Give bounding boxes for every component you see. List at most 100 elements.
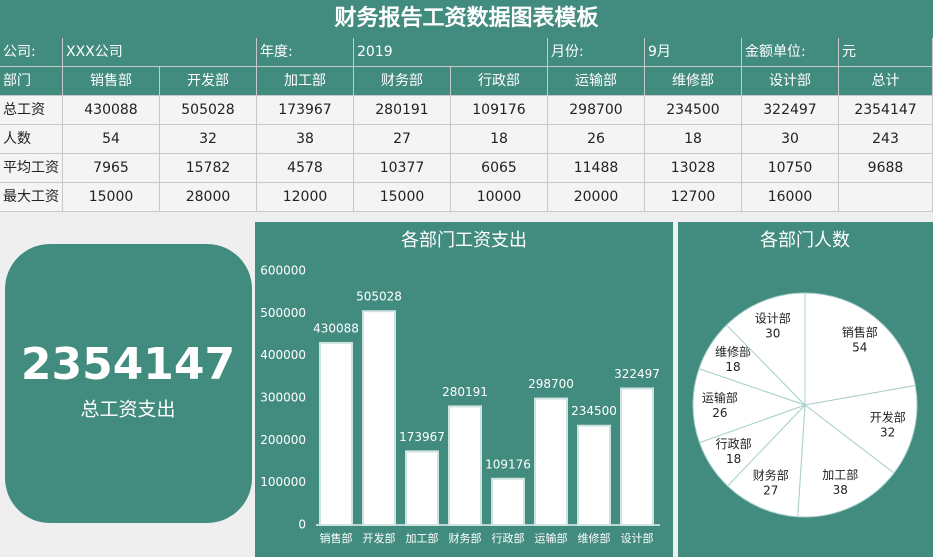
pie-label-name: 设计部 bbox=[755, 311, 791, 326]
value-cell: 7965 bbox=[63, 154, 160, 183]
pie-slice bbox=[797, 404, 895, 518]
value-cell: 26 bbox=[548, 125, 645, 154]
pie-slice bbox=[726, 403, 806, 518]
pie-label-value: 54 bbox=[852, 340, 867, 354]
value-cell: 30 bbox=[742, 125, 839, 154]
value-cell: 10750 bbox=[742, 154, 839, 183]
value-cell: 298700 bbox=[548, 96, 645, 125]
y-tick-label: 500000 bbox=[260, 306, 306, 320]
column-header: 加工部 bbox=[257, 67, 354, 96]
pie-slice bbox=[692, 368, 807, 444]
x-tick-label: 维修部 bbox=[578, 531, 611, 545]
y-tick-label: 600000 bbox=[260, 264, 306, 278]
y-tick-label: 300000 bbox=[260, 391, 306, 405]
bar-title: 各部门工资支出 bbox=[401, 230, 527, 251]
pie-label-name: 运输部 bbox=[702, 390, 738, 405]
value-cell: 234500 bbox=[645, 96, 742, 125]
x-tick-label: 行政部 bbox=[492, 531, 525, 545]
value-cell: 15782 bbox=[160, 154, 257, 183]
pie-slice bbox=[803, 384, 918, 474]
bar bbox=[534, 397, 568, 526]
value-cell: 109176 bbox=[451, 96, 548, 125]
pie-label-value: 27 bbox=[763, 483, 778, 497]
bar bbox=[362, 310, 396, 526]
pie-label-name: 销售部 bbox=[842, 324, 878, 339]
bar bbox=[620, 387, 654, 526]
bar-value-label: 430088 bbox=[313, 321, 359, 335]
y-tick-label: 400000 bbox=[260, 348, 306, 362]
pie-label-value: 18 bbox=[726, 452, 741, 466]
bar-value-label: 280191 bbox=[442, 385, 488, 399]
info-cell: 2019 bbox=[354, 38, 548, 67]
pie-title: 各部门人数 bbox=[760, 230, 850, 251]
x-tick-label: 设计部 bbox=[621, 531, 654, 545]
column-header: 行政部 bbox=[451, 67, 548, 96]
x-tick-label: 财务部 bbox=[449, 531, 482, 545]
value-cell: 243 bbox=[839, 125, 933, 154]
value-cell: 54 bbox=[63, 125, 160, 154]
value-cell: 10377 bbox=[354, 154, 451, 183]
pie-label-value: 18 bbox=[725, 360, 740, 374]
column-header: 维修部 bbox=[645, 67, 742, 96]
value-cell: 15000 bbox=[63, 183, 160, 212]
pie-label-name: 行政部 bbox=[716, 436, 752, 451]
y-tick-label: 100000 bbox=[260, 475, 306, 489]
bar bbox=[319, 341, 353, 526]
x-tick-label: 开发部 bbox=[363, 531, 396, 545]
value-cell: 430088 bbox=[63, 96, 160, 125]
column-header: 销售部 bbox=[63, 67, 160, 96]
x-tick-label: 加工部 bbox=[406, 531, 439, 545]
bar bbox=[577, 424, 611, 526]
pie-label-value: 30 bbox=[765, 327, 780, 341]
bar-value-label: 505028 bbox=[356, 290, 402, 304]
value-cell: 10000 bbox=[451, 183, 548, 212]
bar bbox=[448, 405, 482, 526]
pie-label-name: 维修部 bbox=[715, 344, 751, 359]
info-cell: 元 bbox=[839, 38, 933, 67]
bar bbox=[491, 477, 525, 527]
value-cell: 12700 bbox=[645, 183, 742, 212]
pie-label-name: 财务部 bbox=[753, 467, 789, 482]
info-cell: 月份: bbox=[548, 38, 645, 67]
value-cell: 322497 bbox=[742, 96, 839, 125]
bar-value-label: 173967 bbox=[399, 430, 445, 444]
value-cell: 32 bbox=[160, 125, 257, 154]
value-cell: 15000 bbox=[354, 183, 451, 212]
kpi-box bbox=[5, 244, 252, 523]
info-cell: XXX公司 bbox=[63, 38, 257, 67]
value-cell: 13028 bbox=[645, 154, 742, 183]
value-cell: 18 bbox=[645, 125, 742, 154]
column-header: 总计 bbox=[839, 67, 933, 96]
row-label: 最大工资 bbox=[0, 183, 63, 212]
row-label: 人数 bbox=[0, 125, 63, 154]
info-cell: 年度: bbox=[257, 38, 354, 67]
x-tick-label: 运输部 bbox=[535, 531, 568, 545]
title-band: 财务报告工资数据图表模板 bbox=[0, 0, 933, 38]
column-header: 运输部 bbox=[548, 67, 645, 96]
value-cell: 4578 bbox=[257, 154, 354, 183]
value-cell: 505028 bbox=[160, 96, 257, 125]
info-cell: 9月 bbox=[645, 38, 742, 67]
kpi-label: 总工资支出 bbox=[80, 399, 175, 421]
column-header: 设计部 bbox=[742, 67, 839, 96]
info-cell: 金额单位: bbox=[742, 38, 839, 67]
value-cell: 6065 bbox=[451, 154, 548, 183]
value-cell: 2354147 bbox=[839, 96, 933, 125]
column-header: 开发部 bbox=[160, 67, 257, 96]
bar-value-label: 298700 bbox=[528, 377, 574, 391]
value-cell: 20000 bbox=[548, 183, 645, 212]
value-cell: 280191 bbox=[354, 96, 451, 125]
value-cell: 38 bbox=[257, 125, 354, 154]
bar bbox=[405, 450, 439, 526]
row-label: 平均工资 bbox=[0, 154, 63, 183]
x-tick-label: 销售部 bbox=[320, 531, 353, 545]
pie-label-value: 32 bbox=[880, 426, 895, 440]
value-cell: 28000 bbox=[160, 183, 257, 212]
pie-label-value: 38 bbox=[833, 483, 848, 497]
pie-label-value: 26 bbox=[712, 406, 727, 420]
pie-slice bbox=[725, 292, 806, 407]
value-cell: 18 bbox=[451, 125, 548, 154]
kpi-value: 2354147 bbox=[21, 339, 235, 390]
pie-slice bbox=[804, 292, 916, 406]
